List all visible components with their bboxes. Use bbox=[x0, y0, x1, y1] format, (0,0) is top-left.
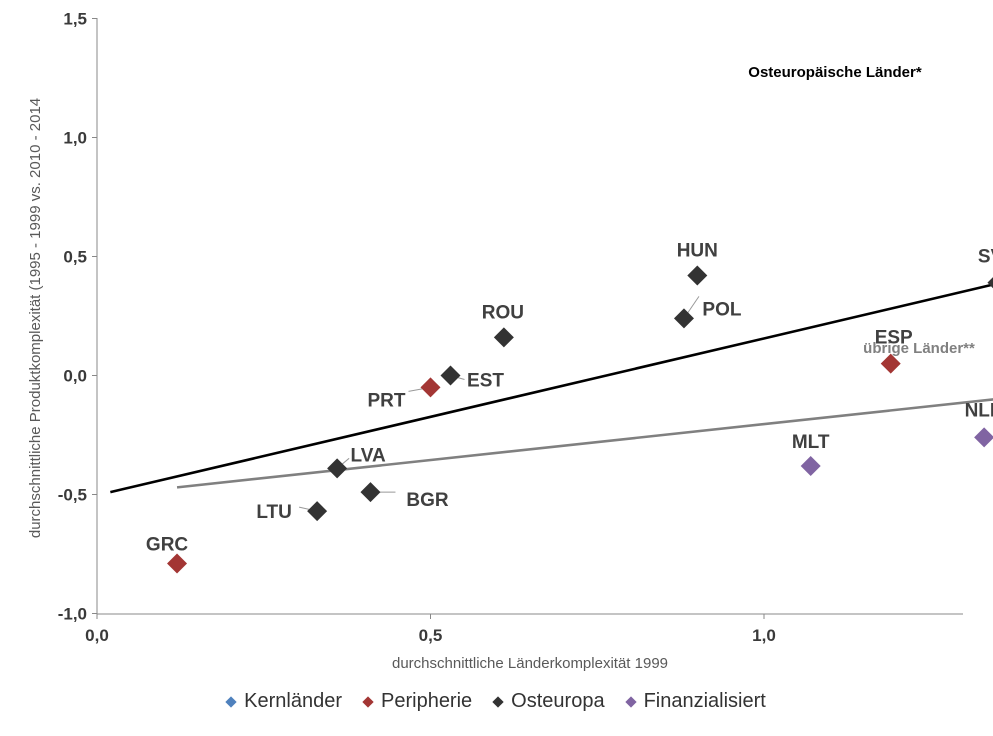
legend-label: Kernländer bbox=[244, 690, 342, 712]
point-label-lva: LVA bbox=[351, 445, 386, 466]
point-label-mlt: MLT bbox=[792, 432, 830, 453]
trendline bbox=[110, 283, 993, 494]
legend-marker bbox=[225, 695, 237, 708]
data-point-prt bbox=[420, 377, 441, 398]
data-point-nld bbox=[974, 427, 993, 448]
point-label-est: EST bbox=[467, 371, 504, 392]
legend-label: Finanzialisiert bbox=[643, 690, 766, 712]
trendline-label: übrige Länder** bbox=[863, 340, 975, 357]
data-points bbox=[167, 265, 993, 574]
trendline-label: Osteuropäische Länder* bbox=[748, 64, 922, 81]
point-label-prt: PRT bbox=[368, 390, 406, 411]
point-label-grc: GRC bbox=[146, 535, 189, 556]
data-point-esp bbox=[880, 353, 901, 374]
legend-label: Peripherie bbox=[381, 690, 473, 712]
data-point-hun bbox=[687, 265, 708, 286]
legend-item-osteuropa: Osteuropa bbox=[492, 690, 605, 713]
y-tick-label: -1,0 bbox=[58, 605, 87, 624]
legend-marker bbox=[624, 695, 637, 708]
data-point-bgr bbox=[360, 482, 381, 503]
y-tick-label: -0,5 bbox=[58, 486, 87, 505]
point-label-ltu: LTU bbox=[256, 502, 292, 523]
point-label-nld: NLD bbox=[965, 400, 993, 421]
y-tick-label: 0,5 bbox=[63, 248, 87, 267]
axes: -1,0-0,50,00,51,01,50,00,51,01,52,02,5 bbox=[58, 10, 963, 645]
y-tick-label: 0,0 bbox=[63, 367, 87, 386]
x-tick-label: 0,5 bbox=[419, 626, 443, 645]
x-axis-title: durchschnittliche Länderkomplexität 1999 bbox=[392, 655, 668, 672]
data-point-grc bbox=[167, 553, 188, 574]
legend-label: Osteuropa bbox=[511, 690, 605, 712]
trendlines: Osteuropäische Länder* übrige Länder** bbox=[110, 64, 993, 494]
data-point-mlt bbox=[800, 455, 821, 476]
legend-item-peripherie: Peripherie bbox=[362, 690, 473, 713]
legend-item-kernländer: Kernländer bbox=[225, 690, 342, 713]
point-label-bgr: BGR bbox=[406, 490, 449, 511]
x-tick-label: 0,0 bbox=[85, 626, 109, 645]
point-label-hun: HUN bbox=[677, 241, 718, 262]
point-label-pol: POL bbox=[702, 299, 741, 320]
point-label-svk: SVK bbox=[978, 247, 993, 268]
data-point-pol bbox=[673, 308, 694, 329]
point-labels: DEUAUTFINSWEDNKBELFRAITAESPPRTGRCCZESVKS… bbox=[146, 241, 993, 556]
trendline bbox=[176, 398, 993, 489]
data-point-rou bbox=[493, 327, 514, 348]
data-point-ltu bbox=[307, 501, 328, 522]
legend-marker bbox=[362, 695, 374, 708]
data-point-est bbox=[440, 365, 461, 386]
y-axis-title: durchschnittliche Produktkomplexität (19… bbox=[27, 98, 44, 538]
x-tick-label: 1,0 bbox=[752, 626, 776, 645]
data-point-lva bbox=[327, 458, 348, 479]
point-label-rou: ROU bbox=[482, 302, 524, 323]
legend-marker bbox=[492, 695, 504, 708]
point-label-esp: ESP bbox=[875, 328, 913, 349]
y-tick-label: 1,5 bbox=[63, 10, 87, 29]
legend-item-finanzialisiert: Finanzialisiert bbox=[624, 690, 766, 713]
y-tick-label: 1,0 bbox=[63, 129, 87, 148]
data-point-svk bbox=[987, 277, 993, 289]
legend: Kernländer Peripherie Osteuropa Finanzialis… bbox=[0, 690, 993, 713]
